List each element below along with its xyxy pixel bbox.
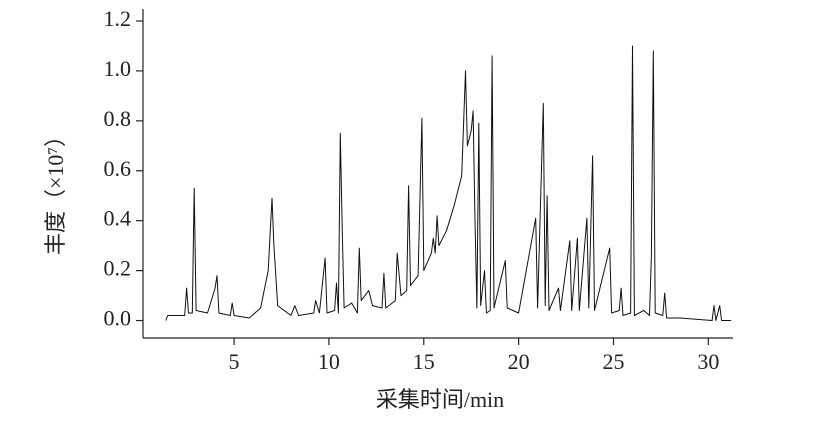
y-tick-label: 0.0 [104, 306, 132, 331]
x-tick-label: 15 [413, 349, 435, 374]
y-axis-label: 丰度（×10⁷） [43, 125, 68, 255]
x-axis-label: 采集时间/min [376, 387, 504, 412]
y-tick-label: 0.4 [104, 206, 132, 231]
x-tick-label: 30 [697, 349, 719, 374]
chromatogram-line [165, 45, 732, 321]
x-tick-label: 10 [318, 349, 340, 374]
y-tick-label: 0.6 [104, 156, 132, 181]
x-tick-label: 25 [602, 349, 624, 374]
y-tick-label: 0.2 [104, 256, 132, 281]
x-tick-label: 5 [229, 349, 240, 374]
y-tick-label: 1.2 [104, 6, 132, 31]
x-tick-label: 20 [508, 349, 530, 374]
y-tick-label: 1.0 [104, 56, 132, 81]
y-tick-label: 0.8 [104, 106, 132, 131]
